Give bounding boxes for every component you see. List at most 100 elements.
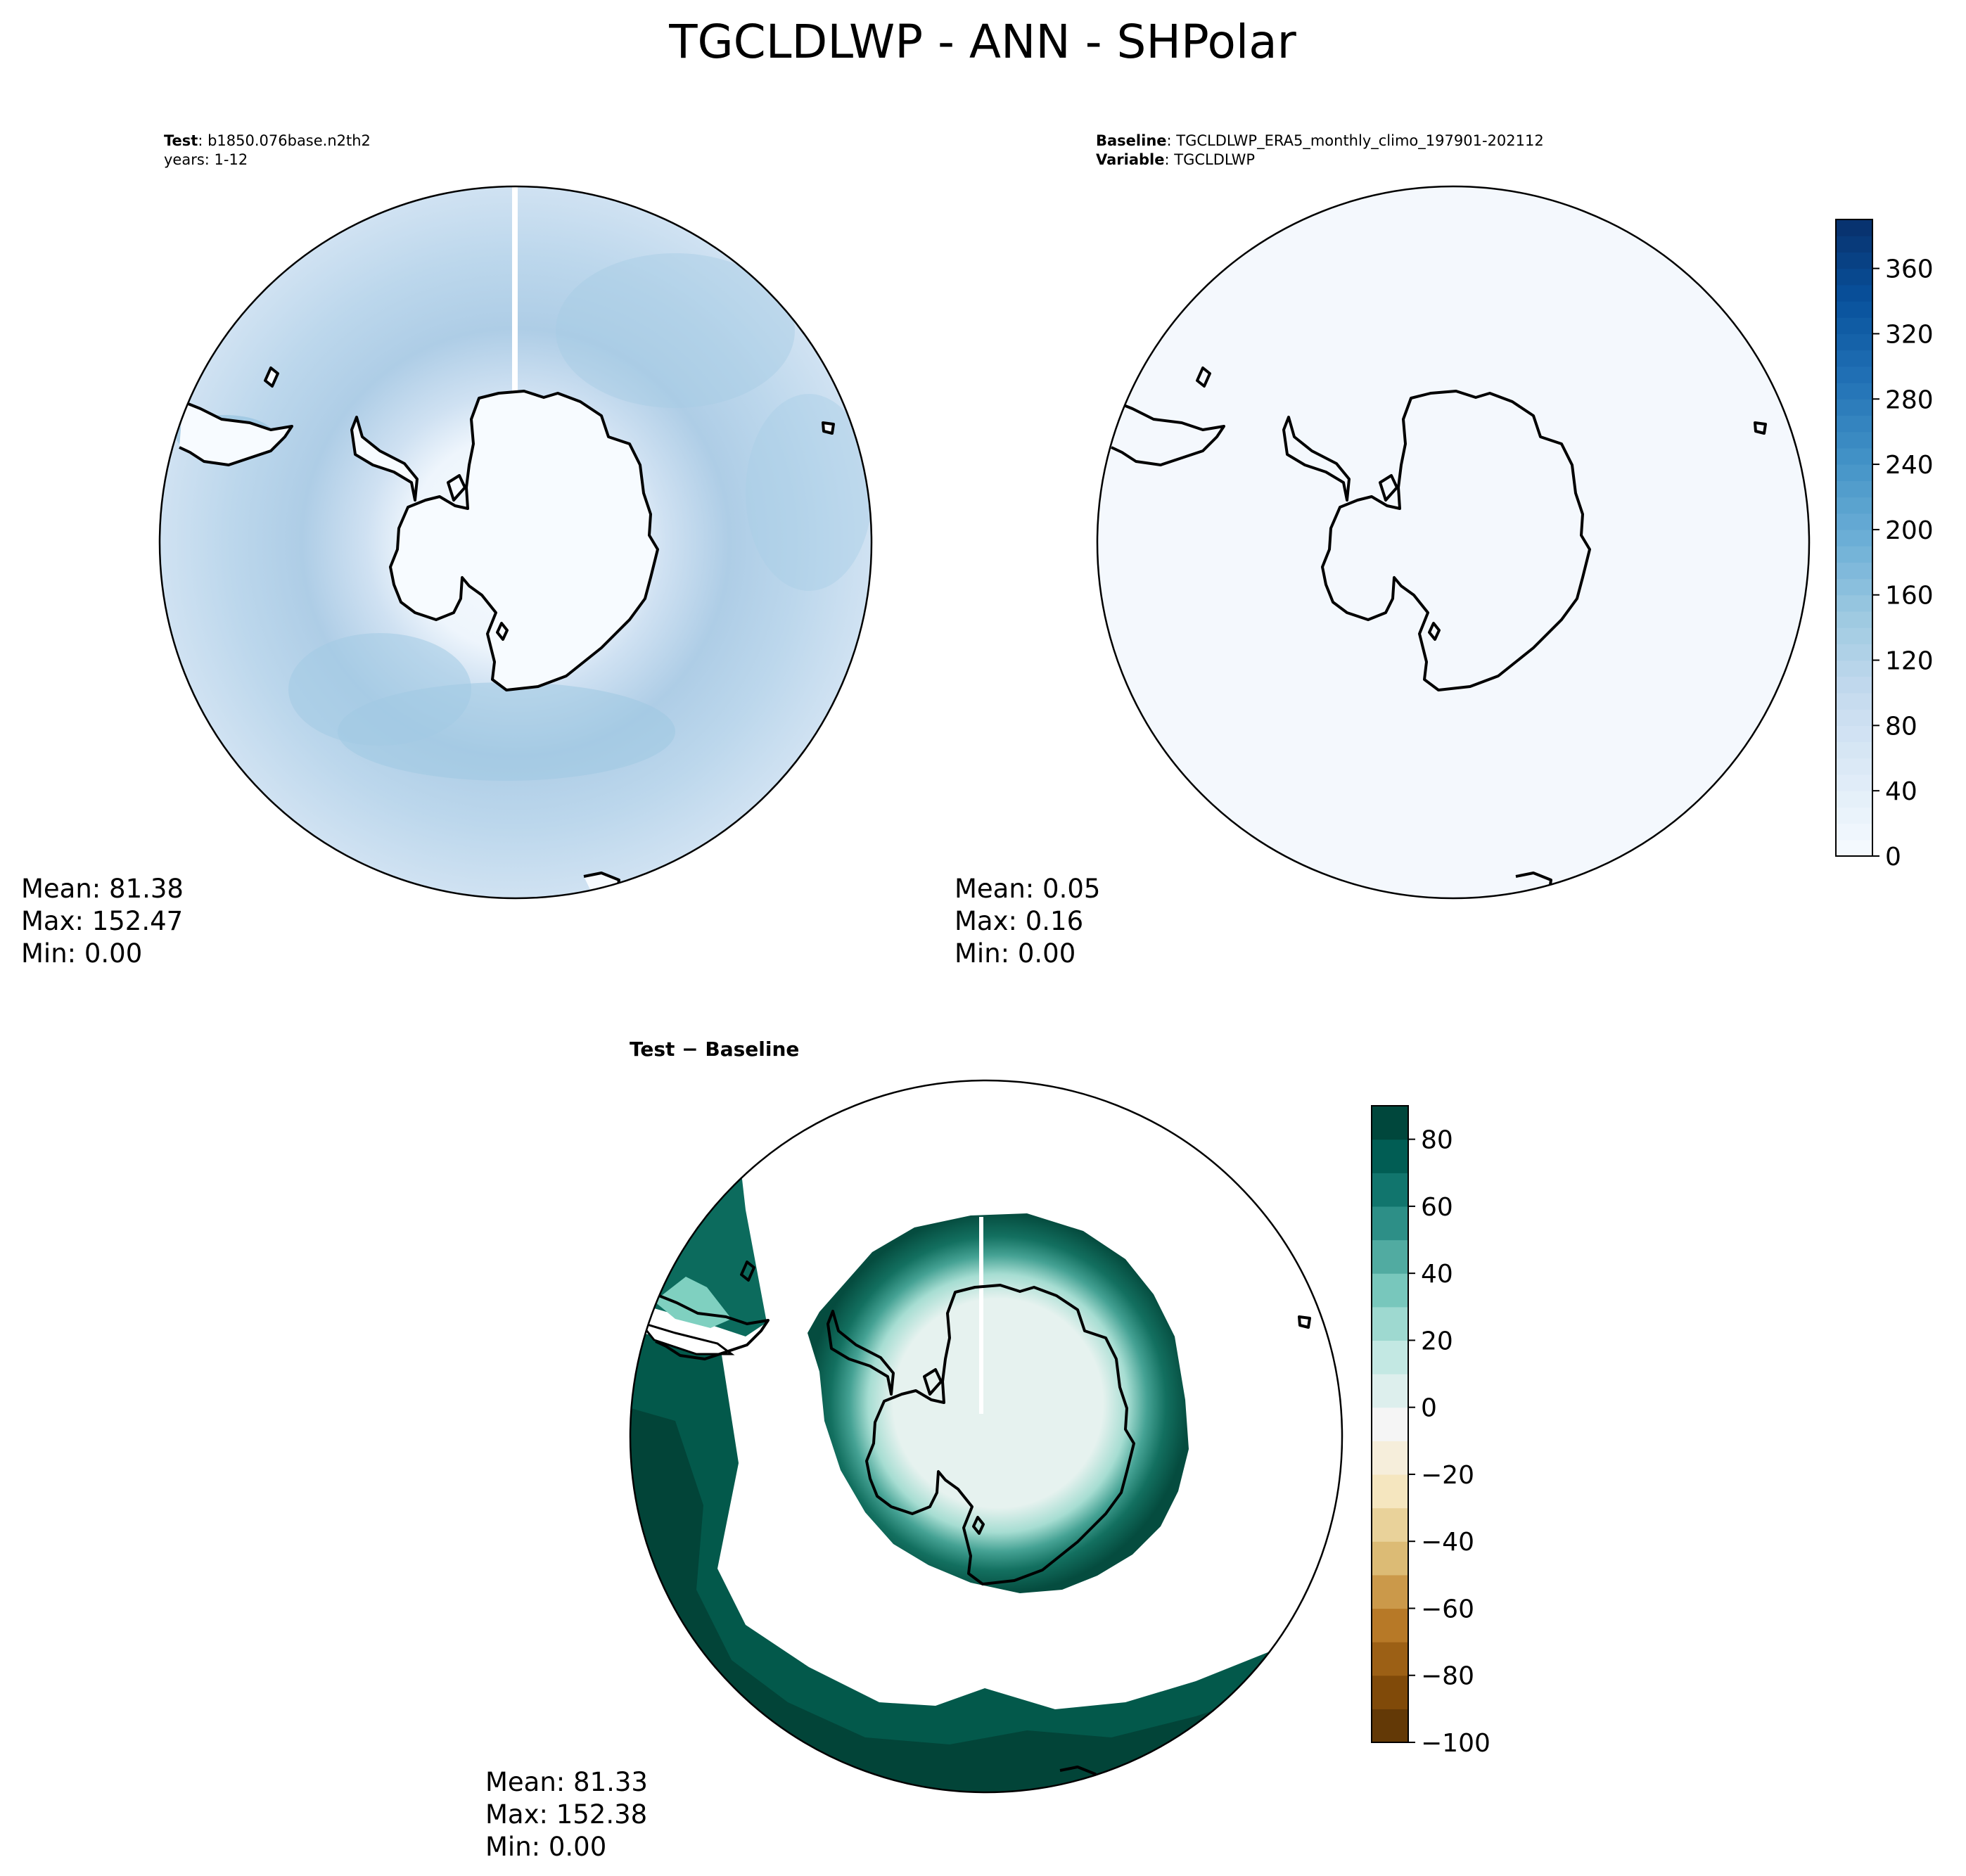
diff-colorbar-segment: [1372, 1106, 1408, 1140]
baseline-colorbar-tick-label: 120: [1885, 647, 1934, 676]
diff-colorbar-segment: [1372, 1642, 1408, 1676]
baseline-colorbar-segment: [1836, 725, 1872, 743]
baseline-colorbar-segment: [1836, 366, 1872, 383]
baseline-colorbar-segment: [1836, 268, 1872, 286]
figure-title: TGCLDLWP - ANN - SHPolar: [668, 15, 1296, 69]
baseline-colorbar-segment: [1836, 807, 1872, 824]
test-map: [160, 186, 872, 898]
baseline-colorbar-segment: [1836, 529, 1872, 547]
baseline-variable: Variable: TGCLDLWP: [1096, 151, 1255, 168]
baseline-colorbar-segment: [1836, 399, 1872, 416]
diff-stat-max: Max: 152.38: [485, 1799, 647, 1830]
baseline-colorbar-frame: [1835, 219, 1873, 857]
baseline-colorbar-segment: [1836, 333, 1872, 351]
diff-colorbar-segment: [1372, 1574, 1408, 1609]
baseline-colorbar-tick-label: 80: [1885, 712, 1917, 741]
diff-colorbar-segment: [1372, 1374, 1408, 1408]
diff-colorbar-tick-label: 20: [1421, 1327, 1453, 1355]
diff-colorbar-segment: [1372, 1139, 1408, 1173]
baseline-stat-min: Min: 0.00: [955, 938, 1075, 969]
baseline-colorbar-segment: [1836, 546, 1872, 563]
baseline-colorbar-segment: [1836, 562, 1872, 580]
diff-colorbar-tick-label: −20: [1421, 1461, 1474, 1490]
baseline-stat-max: Max: 0.16: [955, 906, 1083, 936]
diff-colorbar-segment: [1372, 1206, 1408, 1241]
baseline-colorbar-segment: [1836, 709, 1872, 726]
baseline-colorbar-segment: [1836, 383, 1872, 400]
diff-stat-min: Min: 0.00: [485, 1832, 606, 1862]
baseline-colorbar-segment: [1836, 447, 1872, 465]
diff-panel: Test − Baseline Mean: 81.33 Max: 152.38 …: [485, 1038, 1491, 1862]
baseline-colorbar-tick-label: 0: [1885, 843, 1901, 872]
diff-stat-mean: Mean: 81.33: [485, 1767, 648, 1797]
baseline-colorbar-segment: [1836, 317, 1872, 335]
diff-colorbar-segment: [1372, 1474, 1408, 1509]
diff-colorbar-tick-label: −40: [1421, 1528, 1474, 1557]
baseline-colorbar-segment: [1836, 219, 1872, 236]
baseline-colorbar-segment: [1836, 660, 1872, 677]
baseline-colorbar-segment: [1836, 839, 1872, 857]
baseline-colorbar-segment: [1836, 415, 1872, 433]
diff-colorbar-tick-label: 80: [1421, 1126, 1453, 1155]
baseline-stat-mean: Mean: 0.05: [955, 874, 1100, 904]
baseline-colorbar-tick-label: 200: [1885, 516, 1934, 545]
test-stat-min: Min: 0.00: [21, 938, 142, 969]
baseline-colorbar-segment: [1836, 791, 1872, 808]
diff-colorbar-segment: [1372, 1675, 1408, 1709]
baseline-colorbar-segment: [1836, 252, 1872, 269]
diff-colorbar-segment: [1372, 1507, 1408, 1542]
diff-colorbar-segment: [1372, 1407, 1408, 1441]
test-header: Test: b1850.076base.n2th2: [164, 132, 371, 149]
diff-colorbar-segment: [1372, 1441, 1408, 1475]
diff-colorbar-frame: [1371, 1105, 1409, 1743]
baseline-colorbar-segment: [1836, 480, 1872, 498]
baseline-colorbar-segment: [1836, 594, 1872, 612]
test-years: years: 1-12: [164, 151, 248, 168]
baseline-colorbar-tick-label: 360: [1885, 255, 1934, 284]
baseline-colorbar-segment: [1836, 578, 1872, 596]
baseline-colorbar-segment: [1836, 350, 1872, 367]
baseline-colorbar-segment: [1836, 431, 1872, 449]
baseline-colorbar-segment: [1836, 758, 1872, 775]
baseline-header: Baseline: TGCLDLWP_ERA5_monthly_climo_19…: [1096, 132, 1544, 150]
diff-colorbar-segment: [1372, 1173, 1408, 1207]
baseline-colorbar-segment: [1836, 692, 1872, 710]
baseline-map-boundary: [1096, 185, 1811, 900]
test-stat-max: Max: 152.47: [21, 906, 183, 936]
baseline-colorbar-segment: [1836, 644, 1872, 661]
diff-colorbar-tick-label: −60: [1421, 1595, 1474, 1623]
diff-colorbar-tick-label: 40: [1421, 1260, 1453, 1289]
diff-colorbar-segment: [1372, 1340, 1408, 1374]
baseline-colorbar-segment: [1836, 497, 1872, 514]
diff-colorbar-segment: [1372, 1541, 1408, 1576]
diff-colorbar-segment: [1372, 1709, 1408, 1743]
diff-colorbar-tick-label: −100: [1421, 1729, 1491, 1758]
baseline-colorbar-segment: [1836, 284, 1872, 302]
diff-colorbar-segment: [1372, 1608, 1408, 1642]
test-panel: Test: b1850.076base.n2th2 years: 1-12 Me…: [21, 132, 873, 969]
baseline-colorbar-segment: [1836, 676, 1872, 694]
baseline-colorbar-tick-label: 160: [1885, 582, 1934, 611]
baseline-colorbar-tick-label: 280: [1885, 385, 1934, 414]
baseline-colorbar: 0 40 80 120 160 200 240 280 320 360: [1835, 219, 1934, 872]
baseline-colorbar-segment: [1836, 823, 1872, 841]
test-stat-mean: Mean: 81.38: [21, 874, 184, 904]
diff-colorbar-tick-label: 0: [1421, 1394, 1437, 1423]
diff-colorbar-segment: [1372, 1239, 1408, 1274]
baseline-colorbar-tick-label: 320: [1885, 320, 1934, 349]
baseline-colorbar-segment: [1836, 774, 1872, 791]
baseline-colorbar-segment: [1836, 464, 1872, 481]
baseline-colorbar-tick-label: 40: [1885, 777, 1917, 806]
baseline-colorbar-tick-label: 240: [1885, 451, 1934, 480]
baseline-colorbar-segment: [1836, 741, 1872, 759]
baseline-map: [1097, 186, 1809, 898]
baseline-colorbar-segment: [1836, 513, 1872, 530]
diff-colorbar-tick-label: 60: [1421, 1193, 1453, 1222]
diff-header: Test − Baseline: [630, 1038, 799, 1061]
diff-map-boundary: [629, 1079, 1343, 1794]
baseline-panel: Baseline: TGCLDLWP_ERA5_monthly_climo_19…: [955, 132, 1934, 969]
diff-colorbar: −100 −80 −60 −40 −20 0 20 40 60 80: [1371, 1105, 1491, 1758]
diff-colorbar-tick-label: −80: [1421, 1662, 1474, 1691]
diff-colorbar-segment: [1372, 1273, 1408, 1308]
